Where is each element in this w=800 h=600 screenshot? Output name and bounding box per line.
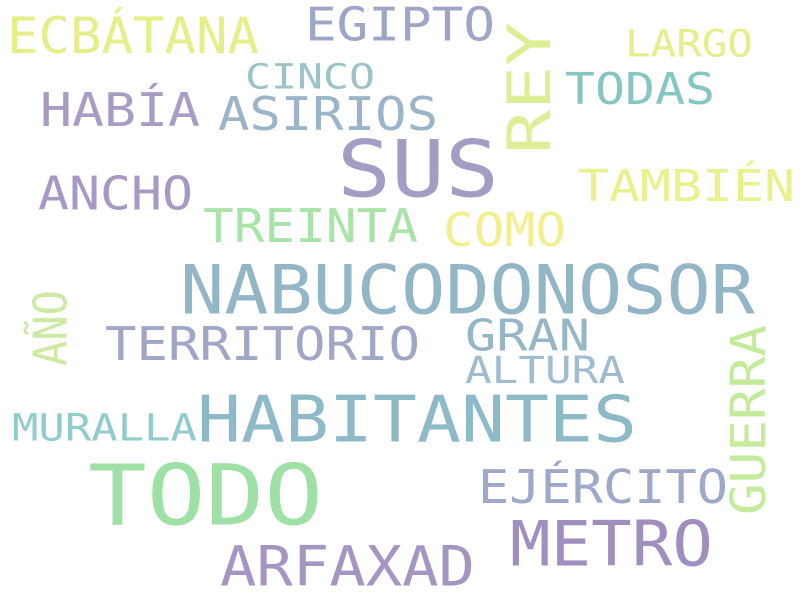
word-ancho: ANCHO xyxy=(38,167,194,222)
word-metro: METRO xyxy=(510,507,713,581)
word-ano: AÑO xyxy=(23,290,78,366)
word-territorio: TERRITORIO xyxy=(105,317,421,372)
word-sus: SUS xyxy=(337,125,499,216)
word-largo: LARGO xyxy=(625,23,753,67)
word-como: COMO xyxy=(443,204,567,258)
word-asirios: ASIRIOS xyxy=(218,88,439,142)
word-habitantes: HABITANTES xyxy=(197,382,637,458)
word-nabucodonosor: NABUCODONOSOR xyxy=(180,251,755,331)
word-rey: REY xyxy=(495,22,565,154)
word-ejercito: EJÉRCITO xyxy=(478,461,729,515)
word-ecbatana: ECBÁTANA xyxy=(7,7,259,66)
word-tambien: TAMBIÉN xyxy=(578,160,795,212)
word-guerra: GUERRA xyxy=(721,325,778,515)
word-arfaxad: ARFAXAD xyxy=(220,535,475,600)
word-muralla: MURALLA xyxy=(12,406,197,450)
word-gran: GRAN xyxy=(465,310,590,362)
word-todas: TODAS xyxy=(565,63,715,115)
word-treinta: TREINTA xyxy=(203,200,418,254)
word-habia: HABÍA xyxy=(40,83,201,138)
word-altura: ALTURA xyxy=(465,349,625,393)
word-egipto: EGIPTO xyxy=(305,0,495,52)
word-todo: TODO xyxy=(88,447,323,546)
word-cinco: CINCO xyxy=(245,56,376,98)
